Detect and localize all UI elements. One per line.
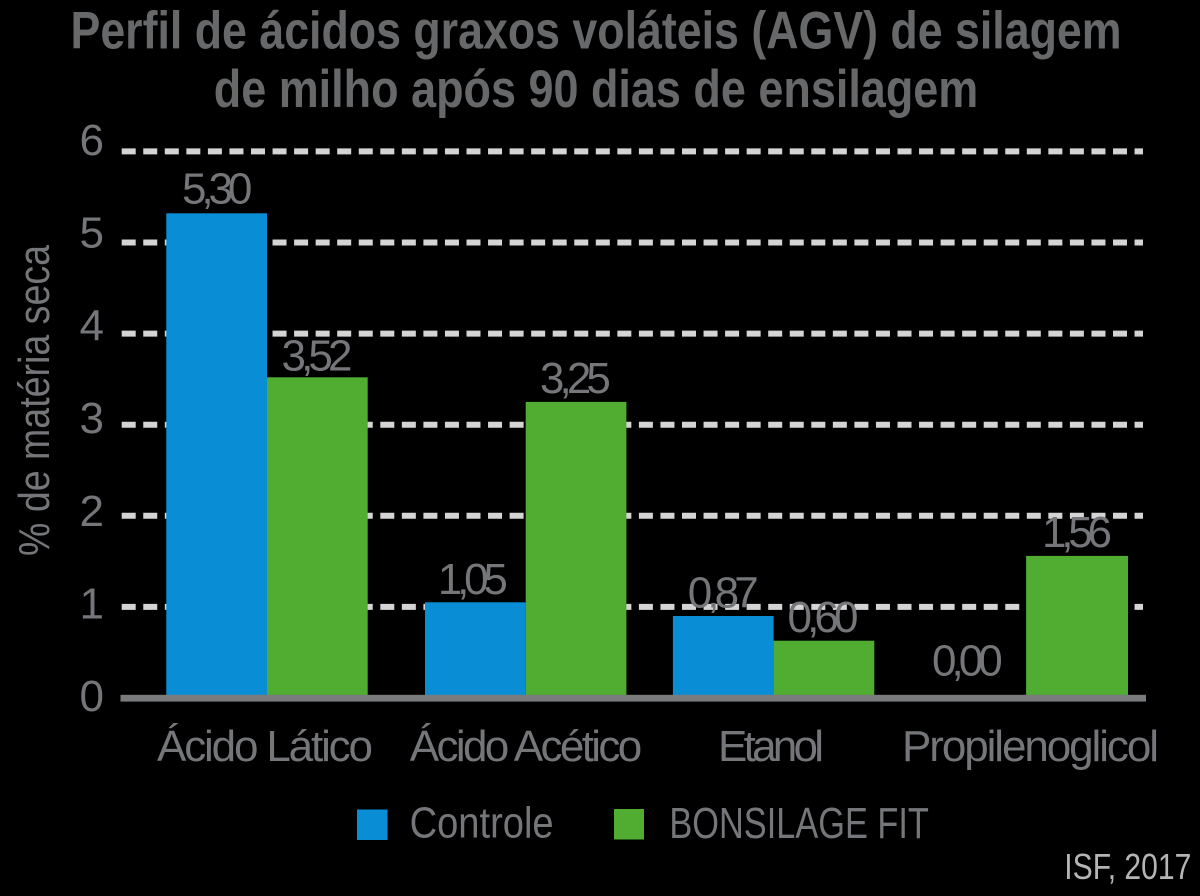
svg-text:3,25: 3,25 — [540, 354, 611, 403]
svg-text:Propilenoglicol: Propilenoglicol — [902, 722, 1159, 771]
svg-text:0,00: 0,00 — [932, 637, 1003, 686]
svg-text:ISF, 2017: ISF, 2017 — [1064, 846, 1191, 887]
svg-text:2: 2 — [80, 487, 104, 536]
svg-text:Ácido Acético: Ácido Acético — [410, 722, 643, 771]
svg-text:6: 6 — [80, 116, 104, 165]
svg-text:% de matéria seca: % de matéria seca — [10, 245, 59, 556]
svg-text:3: 3 — [80, 394, 104, 443]
svg-text:BONSILAGE FIT: BONSILAGE FIT — [669, 799, 929, 848]
svg-text:0,87: 0,87 — [688, 568, 759, 617]
svg-text:5: 5 — [80, 209, 104, 258]
svg-text:Etanol: Etanol — [718, 722, 824, 771]
svg-text:3,52: 3,52 — [282, 332, 353, 381]
svg-text:0: 0 — [80, 672, 104, 721]
svg-text:5,30: 5,30 — [182, 165, 252, 214]
svg-text:1: 1 — [80, 580, 104, 629]
svg-text:Perfil de ácidos graxos voláte: Perfil de ácidos graxos voláteis (AGV) d… — [71, 2, 1122, 61]
svg-text:1,05: 1,05 — [438, 555, 508, 604]
svg-text:0,60: 0,60 — [788, 593, 859, 642]
svg-text:de milho após 90 dias de ensil: de milho após 90 dias de ensilagem — [214, 60, 979, 119]
svg-text:4: 4 — [80, 301, 104, 350]
svg-text:1,56: 1,56 — [1042, 508, 1112, 557]
svg-text:Controle: Controle — [410, 799, 554, 848]
svg-text:Ácido Lático: Ácido Lático — [157, 722, 373, 771]
